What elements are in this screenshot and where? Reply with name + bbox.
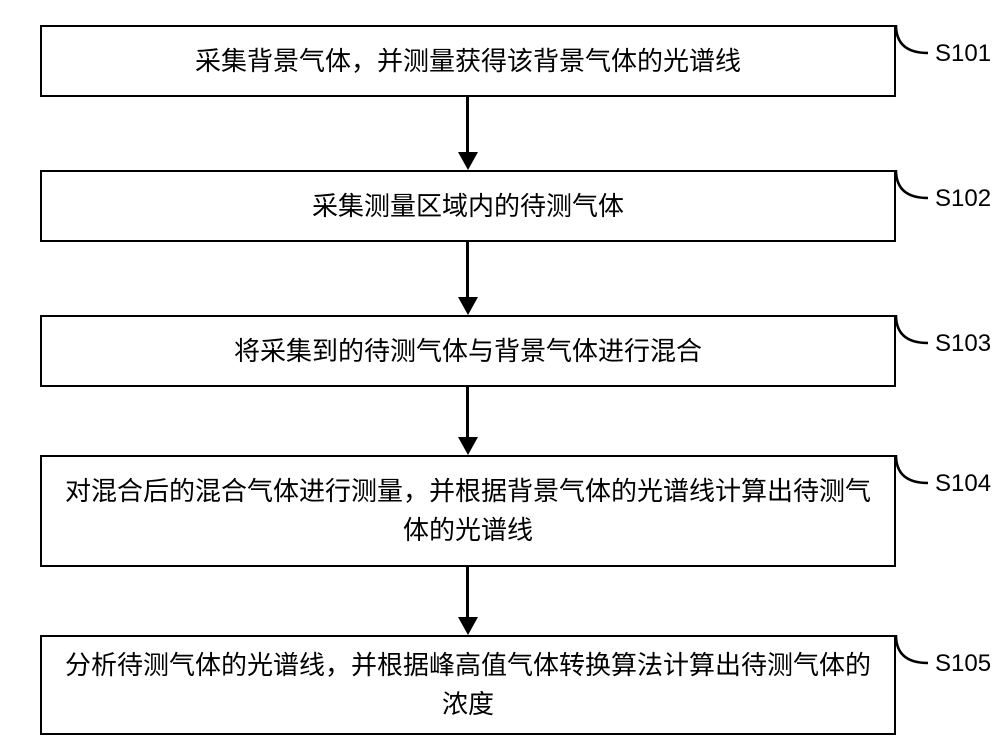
arrow-head-icon bbox=[458, 437, 478, 455]
step-text: 将采集到的待测气体与背景气体进行混合 bbox=[214, 332, 722, 371]
step-text: 对混合后的混合气体进行测量，并根据背景气体的光谱线计算出待测气体的光谱线 bbox=[42, 472, 894, 550]
step-box-s103: 将采集到的待测气体与背景气体进行混合 bbox=[40, 315, 896, 387]
step-label: S101 bbox=[935, 40, 991, 68]
step-box-s105: 分析待测气体的光谱线，并根据峰高值气体转换算法计算出待测气体的浓度 bbox=[40, 635, 896, 735]
arrow-shaft-icon bbox=[466, 97, 469, 153]
step-label: S105 bbox=[935, 650, 991, 678]
step-text: 采集测量区域内的待测气体 bbox=[292, 187, 644, 226]
arrow-head-icon bbox=[458, 152, 478, 170]
step-box-s104: 对混合后的混合气体进行测量，并根据背景气体的光谱线计算出待测气体的光谱线 bbox=[40, 455, 896, 567]
step-box-s102: 采集测量区域内的待测气体 bbox=[40, 170, 896, 242]
step-text: 分析待测气体的光谱线，并根据峰高值气体转换算法计算出待测气体的浓度 bbox=[42, 646, 894, 724]
arrow-head-icon bbox=[458, 297, 478, 315]
arrow-shaft-icon bbox=[466, 242, 469, 298]
flowchart-container: 采集背景气体，并测量获得该背景气体的光谱线 采集测量区域内的待测气体 将采集到的… bbox=[0, 0, 1000, 746]
step-label: S102 bbox=[935, 185, 991, 213]
step-text: 采集背景气体，并测量获得该背景气体的光谱线 bbox=[175, 42, 761, 81]
arrow-shaft-icon bbox=[466, 567, 469, 618]
arrow-head-icon bbox=[458, 617, 478, 635]
step-label: S103 bbox=[935, 330, 991, 358]
arrow-shaft-icon bbox=[466, 387, 469, 438]
step-label: S104 bbox=[935, 470, 991, 498]
step-box-s101: 采集背景气体，并测量获得该背景气体的光谱线 bbox=[40, 25, 896, 97]
